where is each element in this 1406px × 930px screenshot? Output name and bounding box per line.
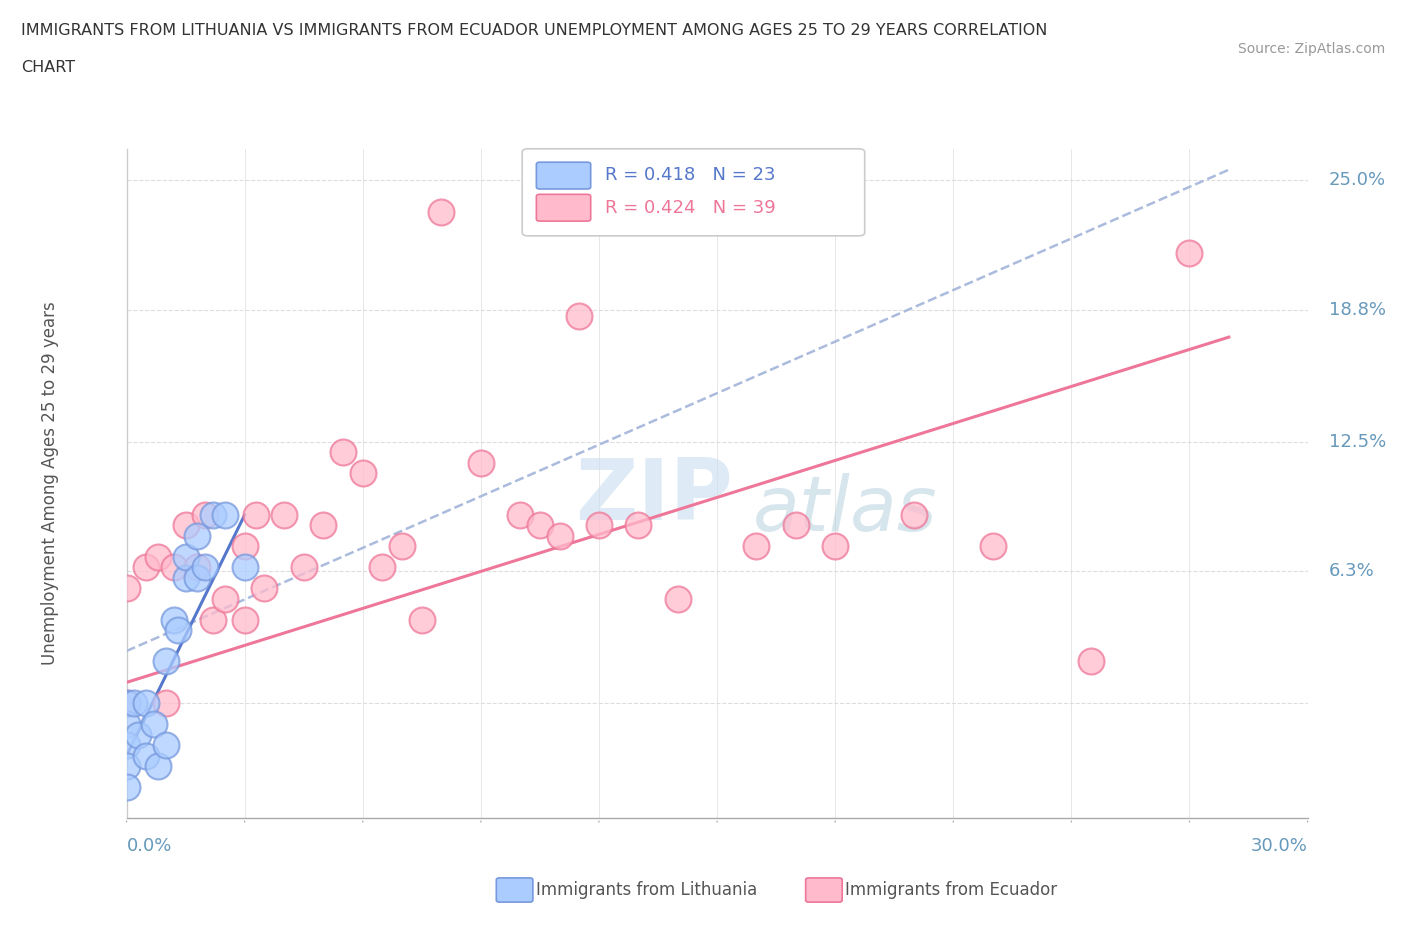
Text: 0.0%: 0.0% — [127, 837, 172, 855]
Point — [627, 518, 650, 533]
Point — [186, 570, 208, 585]
Point — [214, 508, 236, 523]
Point — [115, 717, 138, 732]
FancyBboxPatch shape — [522, 149, 865, 236]
Text: Immigrants from Lithuania: Immigrants from Lithuania — [536, 881, 756, 899]
Text: 12.5%: 12.5% — [1329, 432, 1386, 451]
Point — [202, 612, 225, 627]
Text: CHART: CHART — [21, 60, 75, 75]
Point — [127, 727, 149, 742]
Point — [174, 570, 197, 585]
Point — [115, 779, 138, 794]
Point — [568, 309, 591, 324]
Point — [194, 560, 217, 575]
Point — [430, 205, 453, 219]
Point — [115, 759, 138, 774]
Point — [332, 445, 354, 459]
Point — [143, 717, 166, 732]
Point — [146, 759, 169, 774]
Point — [666, 591, 689, 606]
Point — [146, 550, 169, 565]
Point — [163, 612, 186, 627]
Point — [470, 456, 492, 471]
Point — [824, 539, 846, 554]
Point — [391, 539, 413, 554]
Point — [1178, 246, 1201, 261]
Point — [155, 696, 177, 711]
Point — [174, 550, 197, 565]
Point — [245, 508, 267, 523]
Point — [186, 560, 208, 575]
Point — [163, 560, 186, 575]
Point — [186, 528, 208, 543]
Point — [202, 508, 225, 523]
Point — [745, 539, 768, 554]
Point — [115, 696, 138, 711]
Point — [135, 748, 157, 763]
FancyBboxPatch shape — [536, 162, 591, 189]
Point — [785, 518, 807, 533]
Point — [115, 580, 138, 596]
Point — [155, 737, 177, 752]
Point — [371, 560, 394, 575]
Point — [124, 696, 146, 711]
Text: 18.8%: 18.8% — [1329, 301, 1386, 319]
Text: Immigrants from Ecuador: Immigrants from Ecuador — [845, 881, 1057, 899]
Point — [135, 560, 157, 575]
Point — [233, 612, 256, 627]
FancyBboxPatch shape — [536, 194, 591, 221]
Point — [135, 696, 157, 711]
Text: 30.0%: 30.0% — [1251, 837, 1308, 855]
Point — [273, 508, 295, 523]
Point — [509, 508, 531, 523]
Point — [548, 528, 571, 543]
Text: IMMIGRANTS FROM LITHUANIA VS IMMIGRANTS FROM ECUADOR UNEMPLOYMENT AMONG AGES 25 : IMMIGRANTS FROM LITHUANIA VS IMMIGRANTS … — [21, 23, 1047, 38]
Point — [155, 654, 177, 669]
Text: R = 0.424   N = 39: R = 0.424 N = 39 — [605, 199, 776, 217]
Point — [529, 518, 551, 533]
Text: ZIP: ZIP — [575, 456, 733, 538]
Point — [903, 508, 925, 523]
Point — [194, 508, 217, 523]
Point — [115, 737, 138, 752]
Point — [1080, 654, 1102, 669]
Point — [588, 518, 610, 533]
Point — [166, 623, 188, 638]
Text: 25.0%: 25.0% — [1329, 171, 1386, 189]
Point — [411, 612, 433, 627]
Text: 6.3%: 6.3% — [1329, 563, 1375, 580]
Point — [352, 466, 374, 481]
Text: Source: ZipAtlas.com: Source: ZipAtlas.com — [1237, 42, 1385, 56]
Point — [233, 539, 256, 554]
Text: R = 0.418   N = 23: R = 0.418 N = 23 — [605, 166, 775, 184]
Point — [174, 518, 197, 533]
Point — [981, 539, 1004, 554]
Point — [292, 560, 315, 575]
Point — [312, 518, 335, 533]
Text: Unemployment Among Ages 25 to 29 years: Unemployment Among Ages 25 to 29 years — [41, 301, 59, 666]
Point — [214, 591, 236, 606]
Text: atlas: atlas — [752, 473, 936, 548]
Point — [115, 696, 138, 711]
Point — [233, 560, 256, 575]
Point — [253, 580, 276, 596]
